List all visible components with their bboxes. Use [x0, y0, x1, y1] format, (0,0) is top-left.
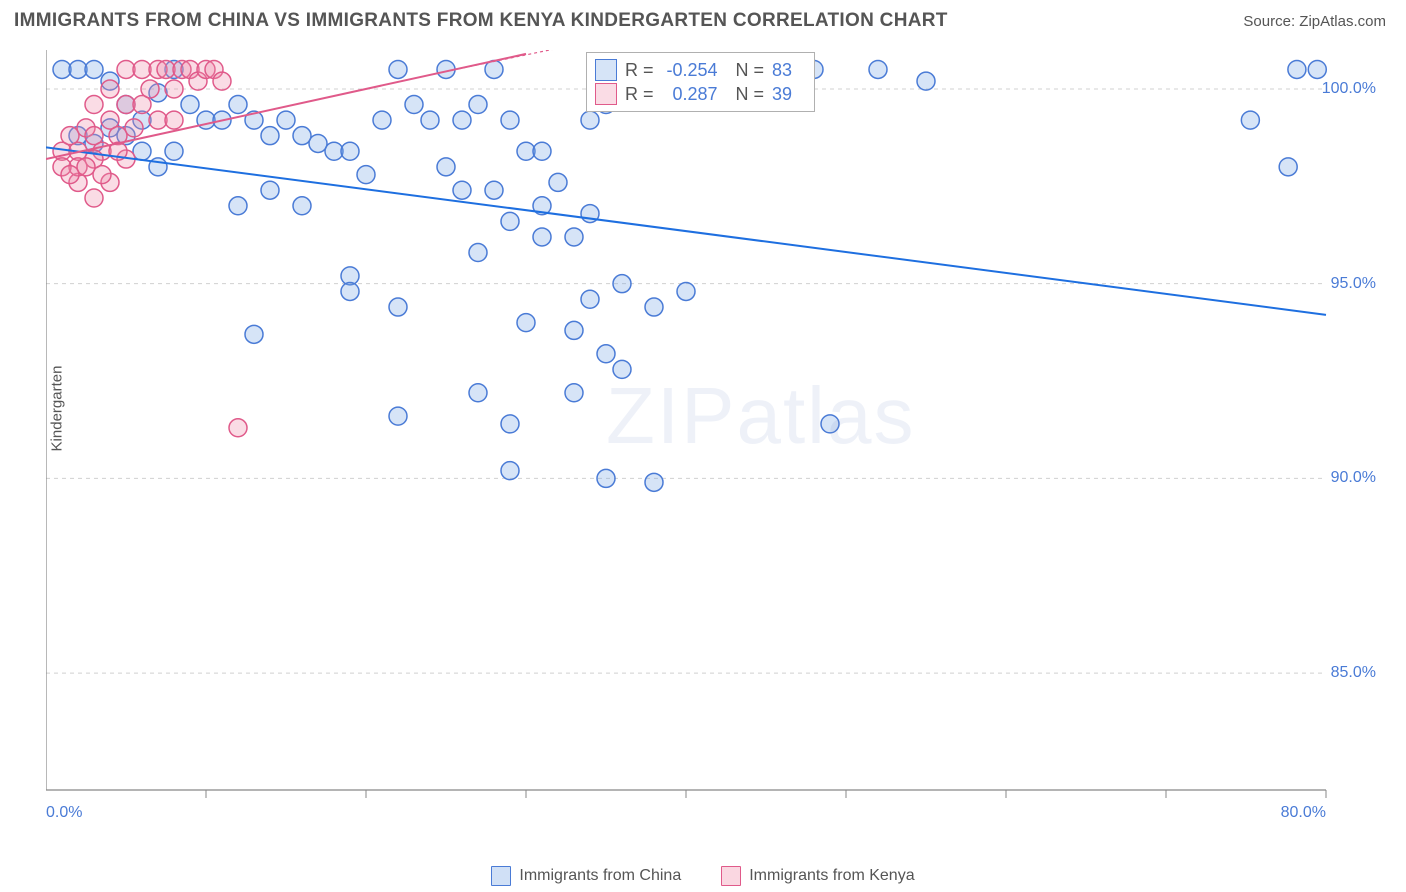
legend-label-kenya: Immigrants from Kenya: [749, 867, 914, 885]
stats-r-label: R =: [625, 84, 654, 105]
scatter-chart: [46, 50, 1386, 820]
x-axis-end-label: 80.0%: [1281, 804, 1326, 822]
source-name: ZipAtlas.com: [1299, 13, 1386, 30]
legend-item-kenya: Immigrants from Kenya: [721, 866, 914, 886]
stats-r-label: R =: [625, 60, 654, 81]
y-tick-label: 95.0%: [1331, 275, 1376, 293]
stats-swatch-china: [595, 59, 617, 81]
y-tick-label: 90.0%: [1331, 469, 1376, 487]
stats-n-kenya: 39: [772, 84, 802, 105]
stats-n-label: N =: [736, 84, 765, 105]
x-axis-start-label: 0.0%: [46, 804, 82, 822]
legend-swatch-kenya: [721, 866, 741, 886]
legend-swatch-china: [491, 866, 511, 886]
stats-swatch-kenya: [595, 83, 617, 105]
source-line: Source: ZipAtlas.com: [1243, 13, 1386, 30]
chart-area: ZIPatlas R = -0.254 N = 83 R = 0.287 N =…: [46, 50, 1386, 820]
stats-row-china: R = -0.254 N = 83: [595, 59, 802, 81]
stats-r-kenya: 0.287: [662, 84, 718, 105]
stats-r-china: -0.254: [662, 60, 718, 81]
chart-title: IMMIGRANTS FROM CHINA VS IMMIGRANTS FROM…: [14, 10, 948, 32]
stats-n-china: 83: [772, 60, 802, 81]
source-prefix: Source:: [1243, 13, 1299, 30]
stats-legend-box: R = -0.254 N = 83 R = 0.287 N = 39: [586, 52, 815, 112]
y-tick-label: 100.0%: [1322, 80, 1376, 98]
y-tick-label: 85.0%: [1331, 664, 1376, 682]
legend-item-china: Immigrants from China: [491, 866, 681, 886]
stats-row-kenya: R = 0.287 N = 39: [595, 83, 802, 105]
stats-n-label: N =: [736, 60, 765, 81]
chart-header: IMMIGRANTS FROM CHINA VS IMMIGRANTS FROM…: [0, 0, 1406, 38]
legend-label-china: Immigrants from China: [519, 867, 681, 885]
bottom-legend: Immigrants from China Immigrants from Ke…: [0, 866, 1406, 886]
